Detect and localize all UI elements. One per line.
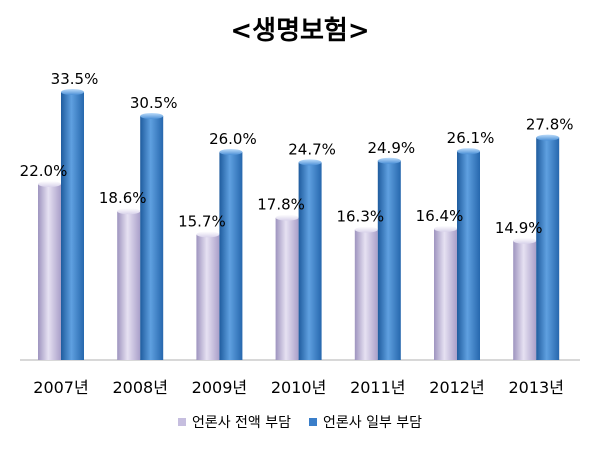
x-tick-label-1: 2007년: [33, 378, 88, 397]
labels-layer: 22.0% 33.5% 2007년 18.6% 30.5% 2008년 15.7% 26.0%…: [20, 70, 574, 397]
bar-2-3: [219, 149, 243, 360]
x-tick-label-7: 2013년: [508, 378, 563, 397]
bar-2-4: [298, 159, 322, 360]
legend: 언론사 전액 부담 언론사 일부 부담: [0, 412, 600, 432]
data-label-2-5: 24.9%: [367, 139, 415, 157]
data-label-2-4: 24.7%: [288, 140, 336, 158]
data-label-1-7: 14.9%: [495, 219, 543, 237]
data-label-2-7: 27.8%: [526, 116, 574, 134]
bar-1-6: [434, 225, 457, 360]
bar-1-7: [513, 237, 537, 360]
bar-1-4: [275, 214, 299, 360]
bar-1-5: [354, 226, 378, 360]
bar-2-2: [140, 113, 164, 360]
bar-1-1: [38, 181, 61, 360]
data-label-1-3: 15.7%: [178, 212, 226, 230]
x-tick-label-5: 2011년: [350, 378, 405, 397]
legend-label-series-2: 언론사 일부 부담: [323, 415, 423, 431]
data-label-2-6: 26.1%: [447, 129, 495, 147]
bar-2-1: [61, 89, 84, 360]
bar-2-7: [536, 134, 560, 360]
bar-1-3: [196, 231, 220, 360]
x-tick-label-2: 2008년: [112, 378, 167, 397]
x-tick-label-3: 2009년: [192, 378, 247, 397]
x-tick-label-6: 2012년: [429, 378, 484, 397]
data-label-1-1: 22.0%: [20, 162, 68, 180]
legend-swatch-series-2: [309, 418, 317, 426]
legend-swatch-series-1: [177, 418, 186, 426]
x-tick-label-4: 2010년: [271, 378, 326, 397]
bar-2-5: [377, 157, 401, 360]
data-label-1-6: 16.4%: [416, 207, 464, 225]
bar-2-6: [457, 148, 480, 360]
data-label-2-1: 33.5%: [51, 70, 99, 88]
legend-item-series-2: 언론사 일부 부담: [309, 412, 422, 432]
data-label-1-2: 18.6%: [99, 189, 147, 207]
bar-1-2: [117, 208, 141, 360]
legend-label-series-1: 언론사 전액 부담: [191, 415, 291, 431]
data-label-1-4: 17.8%: [257, 196, 305, 214]
bars-layer: [38, 89, 560, 360]
chart-title: <생명보험>: [230, 16, 370, 46]
data-label-2-3: 26.0%: [209, 130, 257, 148]
data-label-2-2: 30.5%: [130, 94, 178, 112]
legend-item-series-1: 언론사 전액 부담: [177, 412, 291, 432]
data-label-1-5: 16.3%: [336, 208, 384, 226]
